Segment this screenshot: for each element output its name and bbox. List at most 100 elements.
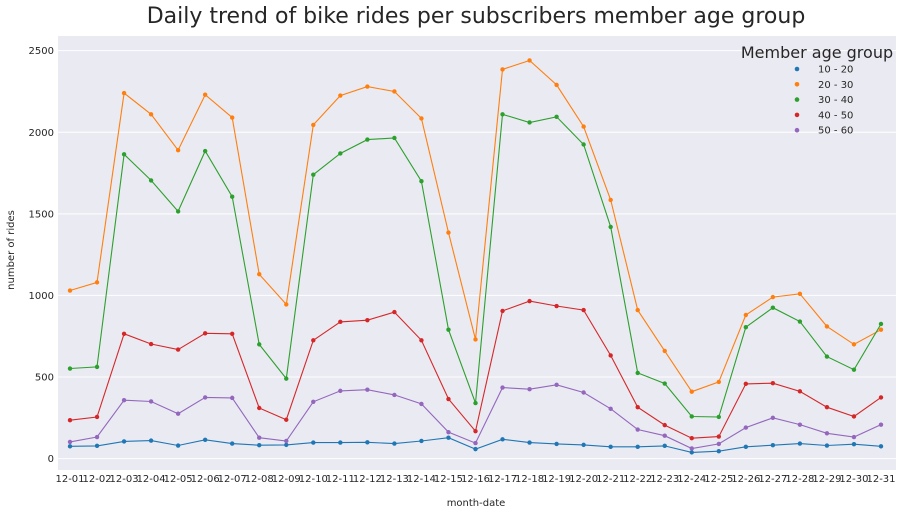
x-tick-label: 12-30 (839, 474, 868, 485)
data-point (581, 142, 586, 147)
data-point (851, 367, 857, 372)
legend-entry: 30 - 40 (818, 95, 853, 106)
data-point (67, 418, 73, 423)
data-point (635, 404, 640, 410)
data-point (230, 331, 235, 336)
data-point (824, 443, 830, 448)
data-point (419, 438, 424, 444)
legend: Member age group 10 - 20 20 - 30 30 - 40 40… (741, 43, 893, 137)
data-point (94, 443, 100, 449)
data-point (662, 348, 667, 354)
data-point (824, 324, 830, 329)
data-point (257, 405, 262, 411)
data-point (716, 414, 721, 420)
data-point (662, 381, 667, 386)
x-tick-label: 12-18 (515, 474, 544, 485)
y-tick-label: 2000 (29, 128, 54, 139)
legend-marker (794, 82, 800, 87)
plot-background (58, 36, 896, 470)
data-point (392, 392, 397, 398)
data-point (716, 379, 721, 385)
data-point (473, 440, 478, 446)
data-point (175, 347, 181, 352)
data-point (824, 431, 830, 436)
data-point (121, 90, 127, 96)
data-point (338, 151, 343, 156)
data-point (689, 389, 694, 394)
data-point (284, 438, 289, 444)
data-point (365, 137, 370, 142)
data-point (121, 397, 127, 403)
x-tick-label: 12-15 (434, 474, 463, 485)
series-4 (67, 382, 884, 451)
data-point (662, 433, 667, 438)
data-point (311, 122, 316, 128)
x-tick-label: 12-28 (785, 474, 814, 485)
data-point (311, 172, 316, 177)
data-point (797, 441, 803, 446)
data-point (365, 440, 370, 445)
data-point (230, 194, 235, 199)
x-tick-label: 12-22 (623, 474, 652, 485)
data-point (419, 401, 424, 407)
data-point (527, 440, 532, 445)
data-point (770, 381, 776, 386)
data-point (500, 385, 505, 390)
data-point (878, 327, 884, 332)
data-point (67, 288, 73, 293)
data-point (473, 446, 478, 452)
x-tick-label: 12-11 (326, 474, 355, 485)
x-axis-label: month-date (447, 498, 506, 509)
data-point (446, 230, 451, 235)
data-point (365, 387, 370, 392)
data-point (67, 366, 73, 371)
data-point (770, 294, 776, 300)
data-point (635, 444, 640, 450)
series-layer (67, 58, 884, 455)
y-axis-label: number of rides (6, 210, 17, 290)
data-point (689, 414, 694, 419)
data-point (175, 148, 181, 153)
data-point (743, 381, 749, 387)
data-point (716, 434, 721, 439)
y-tick-label: 500 (35, 373, 54, 384)
data-point (67, 439, 73, 445)
data-point (311, 399, 316, 404)
data-point (878, 395, 884, 400)
data-point (716, 441, 721, 447)
data-point (743, 444, 749, 450)
data-point (581, 124, 586, 129)
data-point (446, 429, 451, 435)
data-point (581, 390, 586, 395)
data-point (743, 312, 749, 318)
data-point (365, 318, 370, 323)
data-point (392, 309, 397, 315)
data-point (257, 342, 262, 347)
x-tick-label: 12-06 (191, 474, 220, 485)
series-3 (67, 298, 884, 441)
data-point (689, 450, 694, 455)
data-point (851, 442, 857, 447)
data-point (392, 441, 397, 446)
data-point (175, 411, 181, 416)
data-point (175, 209, 181, 214)
data-point (446, 435, 451, 440)
data-point (554, 82, 559, 88)
x-tick-label: 12-29 (812, 474, 841, 485)
data-point (554, 303, 559, 309)
data-point (175, 443, 181, 448)
data-point (338, 440, 343, 445)
data-point (311, 338, 316, 343)
data-point (338, 388, 343, 394)
data-point (635, 370, 640, 376)
data-point (689, 446, 694, 451)
data-point (338, 319, 343, 325)
data-point (662, 422, 667, 428)
series-2 (67, 112, 884, 420)
data-point (554, 114, 559, 119)
data-point (500, 308, 505, 314)
legend-marker (794, 112, 800, 118)
data-point (67, 444, 73, 449)
data-point (365, 84, 370, 89)
x-tick-label: 12-25 (704, 474, 733, 485)
